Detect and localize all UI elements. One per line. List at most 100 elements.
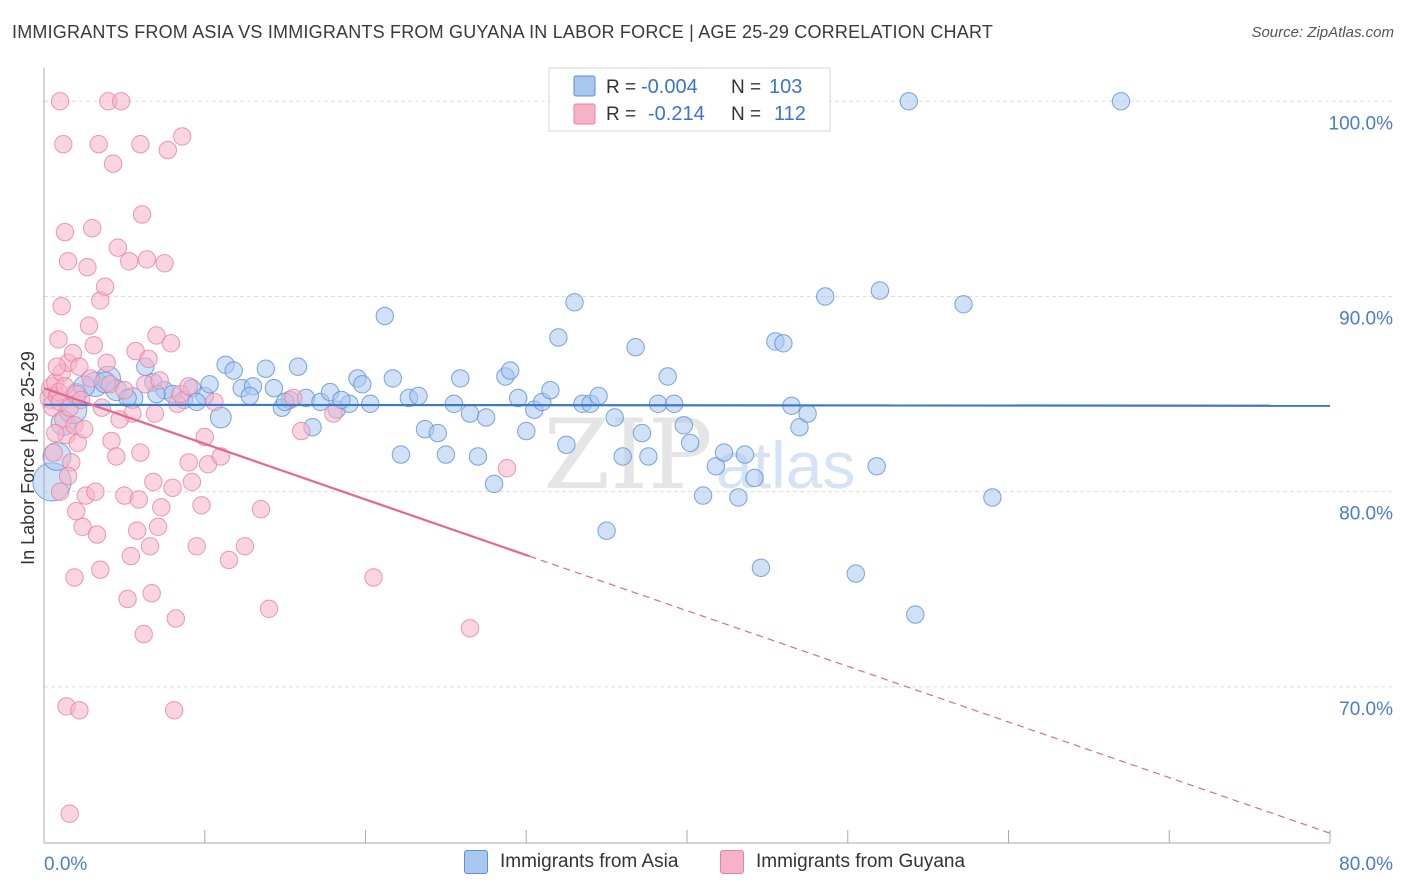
asia-point	[751, 558, 771, 577]
guyana-trend-line	[43, 387, 530, 558]
legend-asia-n-label: N =	[731, 77, 761, 98]
guyana-point	[128, 521, 147, 540]
asia-point	[517, 421, 536, 441]
legend-asia-label: Immigrants from Asia	[500, 851, 679, 872]
guyana-point	[173, 127, 192, 146]
asia-point	[605, 408, 624, 427]
guyana-point	[50, 482, 70, 501]
guyana-point	[497, 459, 517, 478]
guyana-point	[211, 447, 230, 466]
guyana-point	[139, 349, 158, 369]
asia-point	[240, 386, 259, 406]
legend-item-asia[interactable]: Immigrants from Asia	[464, 850, 678, 874]
asia-point	[729, 488, 748, 507]
legend-guyana-n-value: 112	[774, 103, 806, 125]
legend-frame	[548, 67, 831, 132]
x-tick-label-max: 80.0%	[1339, 854, 1393, 875]
asia-point	[501, 361, 520, 380]
guyana-point	[131, 135, 150, 154]
asia-point	[626, 338, 645, 357]
guyana-point	[251, 500, 271, 519]
guyana-point	[102, 431, 121, 451]
asia-point	[256, 359, 275, 378]
asia-point	[187, 392, 206, 412]
asia-point	[451, 369, 470, 388]
asia-point	[735, 445, 755, 464]
guyana-point	[364, 568, 383, 587]
guyana-point	[147, 326, 166, 345]
guyana-point	[49, 330, 68, 349]
guyana-point	[95, 277, 115, 296]
guyana-point	[179, 377, 198, 396]
legend-asia-n-value: 103	[769, 76, 802, 98]
asia-point	[361, 394, 380, 413]
guyana-point	[161, 334, 181, 353]
guyana-point	[120, 252, 139, 271]
guyana-point	[148, 517, 168, 536]
asia-point	[674, 416, 693, 435]
correlation-legend: R = -0.004 N = 103 R = -0.214 N = 112	[548, 67, 831, 132]
asia-point	[428, 423, 447, 443]
asia-point	[264, 379, 284, 398]
asia-point	[681, 433, 700, 453]
chart-title: IMMIGRANTS FROM ASIA VS IMMIGRANTS FROM …	[12, 22, 994, 42]
guyana-point	[259, 599, 279, 618]
guyana-point	[324, 404, 343, 423]
guyana-point	[70, 357, 89, 376]
guyana-point	[166, 609, 185, 628]
guyana-point	[70, 701, 89, 720]
asia-point	[476, 408, 496, 427]
asia-point	[484, 474, 504, 494]
y-tick-label: 90.0%	[1339, 308, 1393, 329]
guyana-point	[182, 472, 202, 492]
asia-point	[391, 445, 411, 464]
asia-point	[460, 404, 480, 423]
guyana-point	[91, 560, 110, 579]
guyana-point	[144, 472, 163, 492]
legend-asia-square	[464, 850, 488, 874]
guyana-point	[131, 443, 150, 462]
guyana-point	[67, 502, 86, 521]
asia-point	[658, 367, 677, 386]
legend-item-guyana[interactable]: Immigrants from Guyana	[720, 850, 965, 874]
points-layer	[32, 92, 1131, 823]
guyana-point	[108, 238, 128, 257]
guyana-point	[460, 619, 480, 638]
asia-point	[597, 521, 616, 540]
asia-point	[375, 306, 394, 326]
asia-point	[557, 435, 576, 454]
guyana-point	[145, 404, 165, 423]
guyana-point	[187, 537, 206, 556]
guyana-point	[107, 447, 126, 466]
asia-point	[983, 488, 1002, 507]
legend-guyana-r-value: -0.214	[648, 103, 705, 125]
guyana-point	[155, 254, 174, 273]
guyana-point	[134, 624, 153, 644]
asia-point	[224, 361, 243, 380]
asia-point	[436, 445, 456, 464]
series-legend: Immigrants from Asia Immigrants from Guy…	[0, 850, 1406, 880]
asia-point	[468, 447, 488, 466]
asia-point	[870, 281, 890, 300]
guyana-point	[73, 517, 92, 536]
asia-point	[664, 394, 684, 413]
asia-point	[613, 447, 632, 466]
asia-point	[639, 447, 658, 466]
guyana-point	[121, 546, 140, 566]
legend-asia-swatch	[573, 75, 596, 97]
asia-point	[589, 386, 608, 406]
guyana-point	[47, 357, 67, 376]
asia-point	[816, 287, 835, 306]
asia-point	[798, 404, 817, 423]
guyana-point	[115, 381, 134, 400]
guyana-point	[58, 466, 78, 486]
asia-point	[541, 381, 560, 400]
guyana-point	[89, 135, 108, 154]
asia-point	[632, 423, 652, 443]
guyana-point	[179, 453, 198, 472]
asia-point	[846, 564, 865, 583]
legend-guyana-swatch	[573, 103, 596, 125]
guyana-point	[97, 353, 116, 372]
guyana-point	[58, 252, 78, 271]
asia-point	[565, 293, 584, 312]
